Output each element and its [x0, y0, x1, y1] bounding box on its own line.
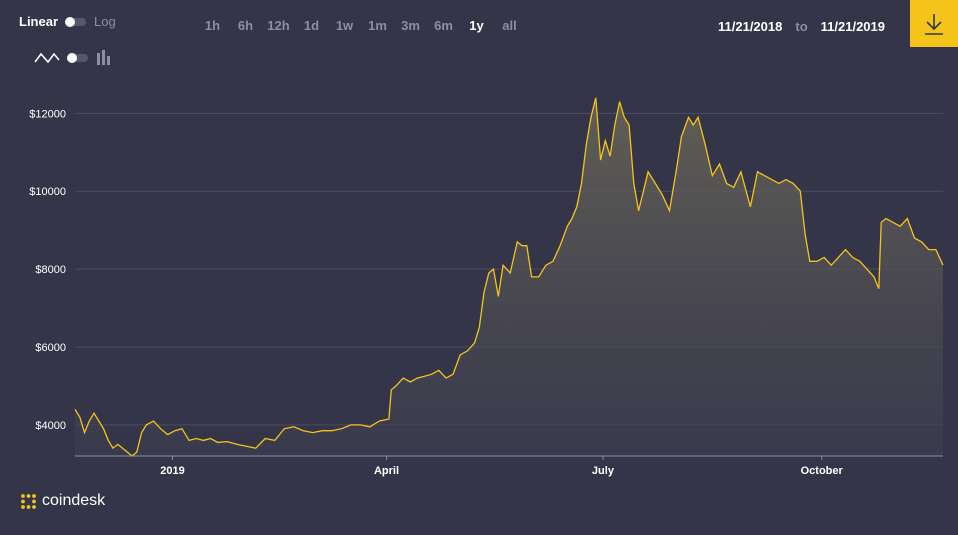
x-tick-label: April	[374, 465, 399, 477]
log-label[interactable]: Log	[94, 14, 116, 29]
x-tick-label: July	[592, 465, 615, 477]
price-area	[75, 97, 943, 457]
download-icon	[925, 13, 943, 35]
range-3m[interactable]: 3m	[401, 18, 420, 33]
y-tick-label: $6000	[35, 342, 66, 354]
switch-knob	[65, 16, 76, 27]
download-button[interactable]	[910, 0, 958, 47]
range-6h[interactable]: 6h	[237, 18, 254, 33]
range-1w[interactable]: 1w	[335, 18, 354, 33]
date-separator: to	[795, 19, 808, 34]
y-tick-label: $10000	[29, 186, 66, 198]
y-tick-label: $8000	[35, 264, 66, 276]
scale-switch[interactable]	[65, 16, 87, 27]
y-tick-label: $12000	[29, 108, 66, 120]
range-1m[interactable]: 1m	[368, 18, 387, 33]
date-from[interactable]: 11/21/2018	[718, 19, 783, 34]
coindesk-logo[interactable]: coindesk	[20, 492, 105, 510]
x-axis: 2019 April July October	[160, 456, 844, 477]
chart-type-switch[interactable]	[67, 53, 88, 63]
date-range[interactable]: 11/21/2018 to 11/21/2019	[718, 19, 885, 34]
scale-toggle[interactable]: Linear Log	[19, 14, 116, 29]
y-tick-label: $4000	[35, 420, 66, 432]
time-range-selector: 1h 6h 12h 1d 1w 1m 3m 6m 1y all	[196, 18, 526, 33]
range-6m[interactable]: 6m	[434, 18, 453, 33]
date-to[interactable]: 11/21/2019	[820, 19, 885, 34]
line-chart-icon[interactable]	[34, 50, 60, 66]
x-tick-label: October	[801, 465, 844, 477]
coindesk-logo-icon	[21, 493, 36, 509]
switch-knob	[67, 53, 77, 63]
range-1h[interactable]: 1h	[204, 18, 221, 33]
brand-name: coindesk	[42, 492, 106, 509]
y-axis: $4000 $6000 $8000 $10000 $12000	[29, 108, 66, 431]
chart-type-toggle[interactable]	[34, 50, 112, 66]
range-1y[interactable]: 1y	[469, 18, 484, 33]
bar-chart-icon[interactable]	[96, 50, 112, 66]
range-12h[interactable]: 12h	[267, 18, 290, 33]
range-1d[interactable]: 1d	[303, 18, 320, 33]
range-all[interactable]: all	[502, 18, 517, 33]
x-tick-label: 2019	[160, 465, 184, 477]
price-line	[74, 97, 944, 457]
linear-label[interactable]: Linear	[19, 14, 59, 29]
